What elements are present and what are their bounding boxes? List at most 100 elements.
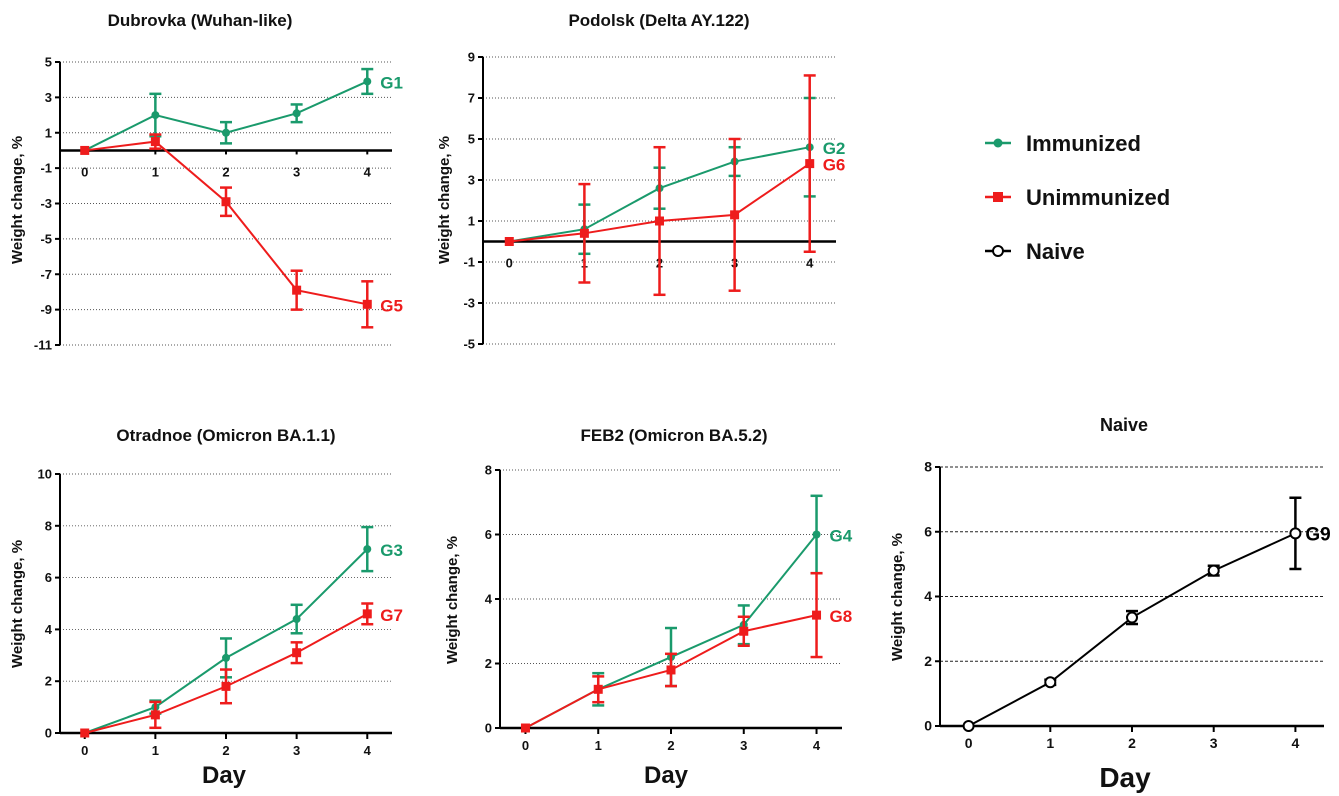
chart-title: FEB2 (Omicron BA.5.2) — [580, 426, 767, 445]
chart-title: Podolsk (Delta AY.122) — [568, 11, 749, 30]
x-tick-label: 0 — [81, 164, 88, 179]
legend-label-immunized: Immunized — [1026, 131, 1141, 156]
legend-entry-immunized: Immunized — [985, 131, 1141, 156]
x-tick-label: 2 — [222, 164, 229, 179]
x-tick-label: 3 — [1210, 735, 1218, 751]
y-tick-label: 6 — [45, 570, 52, 585]
y-tick-label: -9 — [40, 302, 52, 317]
x-tick-label: 3 — [293, 743, 300, 758]
x-tick-label: 3 — [293, 164, 300, 179]
legend-label-naive: Naive — [1026, 239, 1085, 264]
y-axis-label: Weight change, % — [889, 533, 906, 661]
data-point — [150, 710, 160, 720]
data-point — [812, 530, 821, 539]
data-point — [1289, 527, 1302, 540]
y-tick-label: 1 — [468, 214, 475, 229]
data-point — [292, 109, 301, 118]
x-tick-label: 4 — [806, 256, 814, 271]
data-point — [150, 137, 160, 147]
y-tick-label: 2 — [924, 653, 932, 669]
y-tick-label: 8 — [45, 518, 52, 533]
data-point — [655, 216, 664, 226]
y-tick-label: 4 — [45, 622, 53, 637]
data-point — [362, 299, 372, 309]
y-tick-label: 6 — [924, 523, 932, 539]
y-tick-label: 4 — [485, 592, 493, 607]
y-tick-label: 8 — [485, 463, 492, 478]
data-point — [363, 545, 372, 554]
x-tick-label: 4 — [364, 164, 372, 179]
series-G6: G6 — [504, 74, 845, 297]
y-axis-label: Weight change, % — [9, 540, 26, 668]
legend-entry-naive: Naive — [985, 239, 1085, 264]
y-tick-label: 3 — [45, 90, 52, 105]
data-point — [221, 681, 231, 691]
y-tick-label: 9 — [468, 50, 475, 65]
x-axis-label: Day — [644, 762, 689, 789]
y-tick-label: 5 — [45, 55, 52, 70]
x-axis-label: Day — [202, 762, 247, 789]
x-tick-label: 2 — [1128, 735, 1136, 751]
x-tick-label: 0 — [522, 738, 529, 753]
series-G8: G8 — [520, 571, 852, 733]
data-point — [1126, 611, 1138, 624]
x-tick-label: 1 — [595, 738, 602, 753]
y-tick-label: -5 — [40, 231, 52, 246]
y-tick-label: 0 — [485, 721, 492, 736]
legend-entry-unimmunized: Unimmunized — [985, 185, 1170, 210]
y-tick-label: 1 — [45, 125, 52, 140]
x-tick-label: 4 — [813, 738, 821, 753]
legend-marker-immunized — [993, 138, 1003, 148]
series-G9: G9 — [962, 496, 1331, 732]
series-G7: G7 — [80, 602, 403, 738]
series-line — [968, 532, 1296, 727]
data-point — [962, 720, 975, 732]
data-point — [504, 237, 514, 246]
x-tick-label: 3 — [740, 738, 747, 753]
data-point — [520, 723, 530, 733]
x-tick-label: 4 — [1292, 735, 1300, 751]
data-point — [292, 285, 302, 295]
y-tick-label: 10 — [38, 467, 52, 482]
y-tick-label: -3 — [463, 296, 475, 311]
y-tick-label: 3 — [468, 173, 475, 188]
x-tick-label: 1 — [1046, 735, 1054, 751]
data-point — [292, 615, 301, 624]
y-tick-label: -11 — [34, 338, 52, 353]
data-point — [363, 77, 372, 86]
x-tick-label: 0 — [506, 256, 513, 271]
series-label: G4 — [830, 527, 853, 546]
chart-title: Dubrovka (Wuhan-like) — [108, 11, 293, 30]
x-tick-label: 4 — [364, 743, 372, 758]
data-point — [151, 111, 160, 120]
y-axis-label: Weight change, % — [9, 136, 26, 264]
data-point — [739, 626, 749, 636]
legend-marker-naive — [992, 245, 1004, 257]
x-tick-label: 1 — [152, 164, 159, 179]
chart-panel-5: 0 2 4 6 8 0 1 2 3 4 Naive Weight change, % Day G9 — [889, 415, 1331, 793]
data-point — [805, 159, 815, 169]
x-tick-label: 2 — [667, 738, 674, 753]
series-label: G2 — [823, 139, 846, 158]
data-point — [221, 197, 231, 207]
data-point — [666, 665, 676, 675]
x-tick-label: 0 — [81, 743, 88, 758]
x-tick-label: 1 — [152, 743, 159, 758]
series-G3: G3 — [80, 525, 403, 737]
data-point — [579, 228, 589, 238]
chart-title: Otradnoe (Omicron BA.1.1) — [116, 426, 335, 445]
data-point — [362, 609, 372, 619]
y-tick-label: 4 — [924, 588, 932, 604]
y-tick-label: 5 — [468, 132, 475, 147]
x-tick-label: 0 — [965, 735, 973, 751]
series-label: G7 — [380, 606, 403, 625]
y-tick-label: -5 — [463, 337, 475, 352]
data-point — [1207, 564, 1220, 577]
y-axis-label: Weight change, % — [436, 136, 453, 264]
legend-label-unimmunized: Unimmunized — [1026, 185, 1170, 210]
data-point — [292, 648, 302, 658]
data-point — [812, 610, 822, 620]
series-label: G1 — [380, 73, 403, 92]
y-tick-label: -1 — [40, 161, 52, 176]
